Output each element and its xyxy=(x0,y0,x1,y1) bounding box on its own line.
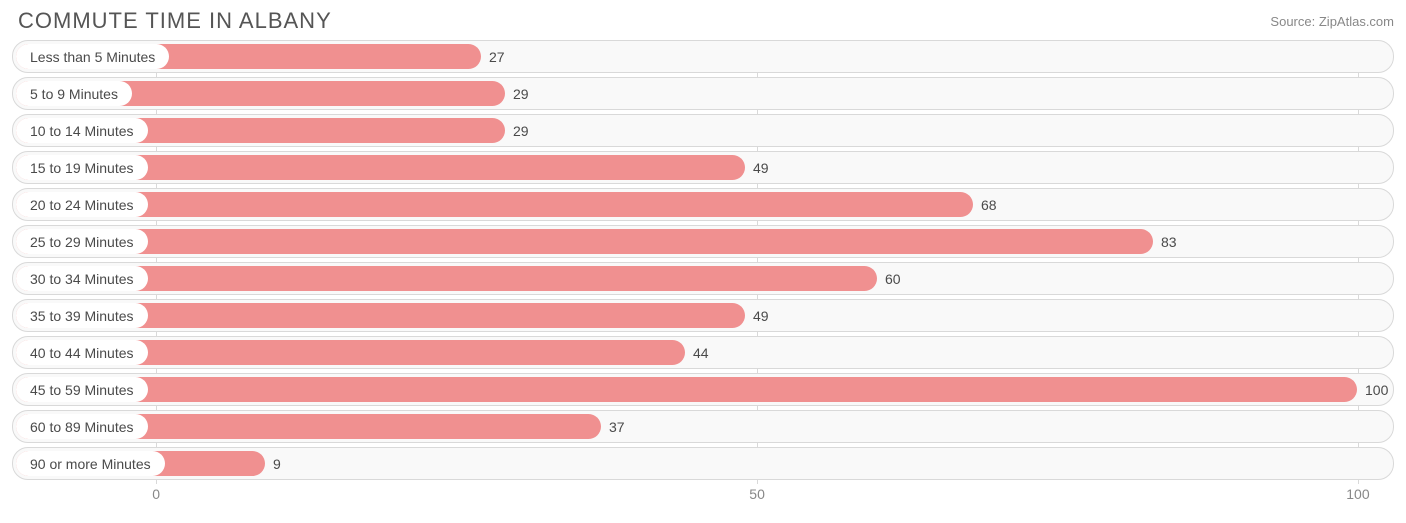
bar-row: 60 to 89 Minutes 37 xyxy=(12,410,1394,443)
bars-area: Less than 5 Minutes275 to 9 Minutes2910 … xyxy=(12,40,1394,484)
x-axis: 0 50 100 xyxy=(12,486,1394,506)
bar-category-label: 10 to 14 Minutes xyxy=(16,118,148,143)
bar-row: 5 to 9 Minutes 29 xyxy=(12,77,1394,110)
bar-fill xyxy=(16,377,1357,402)
bar-row: 45 to 59 Minutes 100 xyxy=(12,373,1394,406)
bar-value-label: 100 xyxy=(1357,374,1388,405)
source-link[interactable]: ZipAtlas.com xyxy=(1319,14,1394,29)
bar-value-label: 29 xyxy=(505,115,529,146)
bar-value-label: 29 xyxy=(505,78,529,109)
x-axis-tick: 0 xyxy=(152,486,160,502)
bar-row: 90 or more Minutes 9 xyxy=(12,447,1394,480)
chart-header: COMMUTE TIME IN ALBANY Source: ZipAtlas.… xyxy=(12,8,1394,40)
bar-value-label: 9 xyxy=(265,448,281,479)
bar-category-label: 35 to 39 Minutes xyxy=(16,303,148,328)
x-axis-tick: 100 xyxy=(1346,486,1369,502)
source-prefix: Source: xyxy=(1270,14,1315,29)
x-axis-tick: 50 xyxy=(749,486,765,502)
bar-fill xyxy=(16,229,1153,254)
bar-row: 25 to 29 Minutes 83 xyxy=(12,225,1394,258)
bar-row: 35 to 39 Minutes 49 xyxy=(12,299,1394,332)
bar-category-label: 20 to 24 Minutes xyxy=(16,192,148,217)
bar-category-label: 5 to 9 Minutes xyxy=(16,81,132,106)
bar-row: 15 to 19 Minutes 49 xyxy=(12,151,1394,184)
commute-time-chart: COMMUTE TIME IN ALBANY Source: ZipAtlas.… xyxy=(0,0,1406,523)
bar-category-label: 45 to 59 Minutes xyxy=(16,377,148,402)
bar-row: 10 to 14 Minutes 29 xyxy=(12,114,1394,147)
bar-category-label: 60 to 89 Minutes xyxy=(16,414,148,439)
bar-value-label: 37 xyxy=(601,411,625,442)
bar-category-label: 30 to 34 Minutes xyxy=(16,266,148,291)
bar-category-label: 40 to 44 Minutes xyxy=(16,340,148,365)
chart-source: Source: ZipAtlas.com xyxy=(1270,14,1394,29)
bar-value-label: 68 xyxy=(973,189,997,220)
chart-title: COMMUTE TIME IN ALBANY xyxy=(18,8,332,34)
bar-value-label: 60 xyxy=(877,263,901,294)
bar-row: 30 to 34 Minutes 60 xyxy=(12,262,1394,295)
bar-value-label: 49 xyxy=(745,152,769,183)
bar-value-label: 27 xyxy=(481,41,505,72)
bar-value-label: 49 xyxy=(745,300,769,331)
bar-row: Less than 5 Minutes 27 xyxy=(12,40,1394,73)
bar-value-label: 44 xyxy=(685,337,709,368)
bar-row: 20 to 24 Minutes 68 xyxy=(12,188,1394,221)
bar-category-label: Less than 5 Minutes xyxy=(16,44,169,69)
bar-category-label: 25 to 29 Minutes xyxy=(16,229,148,254)
bar-category-label: 90 or more Minutes xyxy=(16,451,165,476)
bar-fill xyxy=(16,192,973,217)
bar-row: 40 to 44 Minutes 44 xyxy=(12,336,1394,369)
bar-category-label: 15 to 19 Minutes xyxy=(16,155,148,180)
bar-value-label: 83 xyxy=(1153,226,1177,257)
